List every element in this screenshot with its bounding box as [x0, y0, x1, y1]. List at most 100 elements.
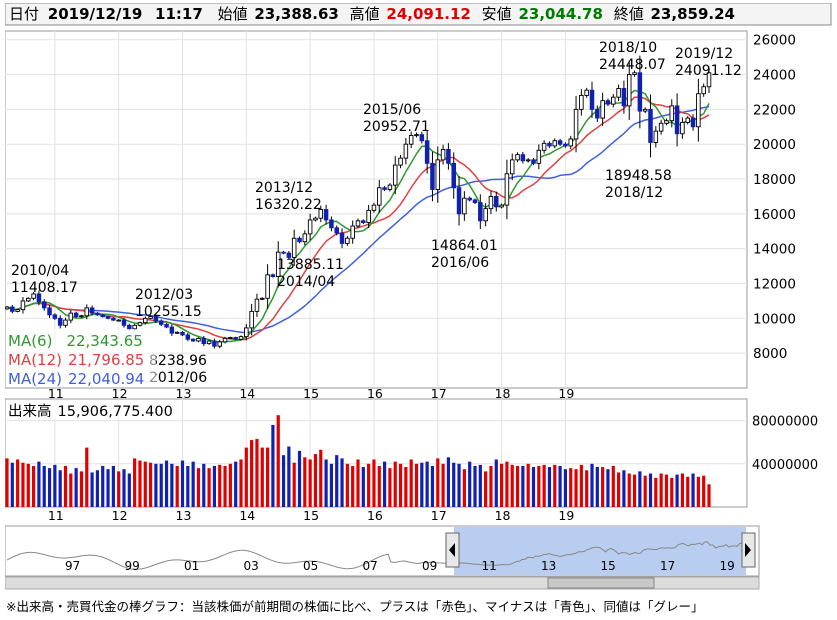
- volume-tick-label: 18: [495, 508, 511, 523]
- candle-body: [595, 108, 600, 119]
- candle-body: [36, 293, 42, 303]
- candle: [674, 93, 680, 147]
- candle-body: [387, 184, 393, 190]
- candle: [185, 332, 191, 342]
- volume-bar: [494, 459, 498, 507]
- candle: [456, 175, 462, 226]
- volume-bar: [393, 461, 397, 507]
- candle-body: [568, 138, 573, 147]
- volume-bar: [191, 461, 195, 507]
- candle-body: [456, 187, 462, 215]
- navigator-label: 99: [125, 559, 140, 573]
- price-tick-label: 17: [431, 386, 447, 401]
- volume-bar: [638, 471, 642, 507]
- candle: [637, 55, 643, 129]
- candle-body: [680, 121, 685, 135]
- candle: [541, 140, 547, 154]
- candle-body: [547, 142, 552, 147]
- price-tick-label: 12: [112, 386, 128, 401]
- candle: [685, 116, 690, 125]
- candle: [419, 131, 425, 144]
- volume-bar: [696, 476, 700, 507]
- candle: [238, 335, 244, 341]
- range-navigator[interactable]: 97 99 01 03 05 07 09 11 13 15 17 19: [5, 525, 760, 590]
- candle: [111, 317, 116, 322]
- candle-body: [424, 140, 430, 164]
- candle-body: [483, 208, 488, 222]
- volume-bar: [138, 460, 142, 507]
- candle-body: [616, 88, 621, 98]
- candle: [600, 92, 605, 126]
- candle-body: [15, 309, 20, 312]
- volume-bar: [611, 465, 615, 507]
- candle-body: [430, 162, 435, 190]
- annotation-line: 11408.17: [11, 280, 78, 296]
- volume-bar: [26, 463, 30, 507]
- candle-body: [286, 252, 292, 258]
- candle-body: [217, 341, 222, 347]
- candle: [478, 194, 483, 230]
- candle: [20, 297, 26, 314]
- candle-body: [281, 251, 286, 254]
- candle: [121, 317, 127, 328]
- candle-body: [531, 159, 536, 164]
- navigator-axis-labels: 97 99 01 03 05 07 09 11 13 15 17 19: [65, 559, 735, 573]
- navigator-selected-range[interactable]: [454, 527, 746, 575]
- candle: [334, 225, 339, 236]
- volume-bar: [244, 447, 248, 507]
- price-y-axis: 8000 10000 12000 14000 16000 18000 20000 22000 2…: [753, 33, 796, 362]
- price-tick-label: 11: [48, 386, 64, 401]
- volume-bar: [521, 465, 525, 507]
- candle: [36, 290, 42, 306]
- volume-bar: [308, 459, 312, 507]
- volume-bar: [659, 473, 663, 507]
- candle-body: [690, 117, 696, 128]
- candle-body: [414, 134, 419, 137]
- navigator-left-handle[interactable]: [445, 532, 460, 568]
- candle: [664, 118, 669, 126]
- candle-body: [366, 209, 371, 224]
- volume-bar: [276, 415, 280, 507]
- annotation-line: 2019/12: [675, 46, 733, 62]
- navigator-scrollbar-thumb[interactable]: [547, 577, 655, 589]
- price-tick-label: 14: [239, 386, 255, 401]
- navigator-label: 19: [720, 559, 735, 573]
- candle-body: [190, 338, 196, 342]
- candle-body: [382, 187, 387, 190]
- candle: [307, 213, 313, 241]
- candle: [435, 146, 441, 203]
- navigator-label: 11: [482, 559, 497, 573]
- candle-body: [79, 315, 84, 318]
- volume-bar: [664, 474, 669, 507]
- volume-tick-label: 19: [558, 508, 574, 523]
- candle: [265, 264, 270, 309]
- candle: [696, 78, 701, 142]
- candle-body: [275, 251, 281, 277]
- candle-body: [20, 300, 26, 311]
- candle-body: [5, 306, 10, 310]
- volume-bar: [670, 477, 674, 507]
- candle-body: [265, 274, 270, 299]
- candle: [632, 70, 637, 77]
- volume-tick-label: 11: [48, 508, 64, 523]
- candle: [95, 312, 100, 316]
- candle: [222, 336, 228, 344]
- candle: [201, 336, 207, 346]
- candle-body: [323, 209, 329, 221]
- volume-bar: [409, 459, 413, 507]
- candle-body: [105, 316, 111, 319]
- candle-body: [605, 100, 611, 105]
- volume-x-axis: 11 12 13 14 15 16 17 18 19: [48, 508, 574, 523]
- candle-body: [600, 100, 605, 119]
- volume-bar: [133, 458, 137, 507]
- candle-body: [111, 317, 116, 321]
- candle-body: [398, 157, 403, 166]
- candle: [57, 315, 63, 329]
- navigator-right-handle[interactable]: [741, 532, 756, 568]
- candle: [616, 84, 621, 102]
- price-tick-label: 15: [303, 386, 319, 401]
- candle: [244, 324, 249, 341]
- volume-bar: [255, 438, 259, 507]
- volume-bar: [159, 463, 163, 507]
- candle: [531, 158, 536, 166]
